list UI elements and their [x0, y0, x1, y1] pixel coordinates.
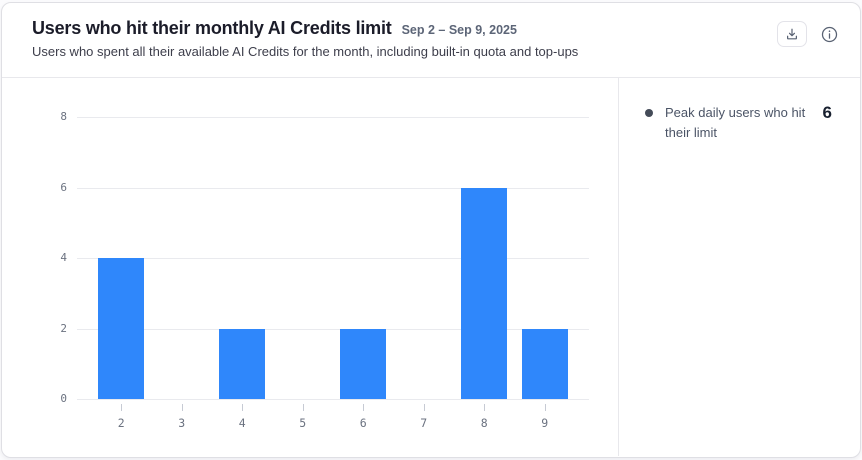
side-panel: Peak daily users who hit their limit 6 [619, 78, 860, 456]
bar-chart: 0 2 4 6 8 2 3 4 5 6 7 8 9 [2, 78, 619, 456]
x-axis-tick [423, 404, 425, 411]
plot-region: 0 2 4 6 8 2 3 4 5 6 7 8 9 [60, 110, 589, 430]
download-button[interactable] [777, 21, 807, 47]
gridline-6 [77, 187, 589, 189]
page-title: Users who hit their monthly AI Credits l… [32, 18, 392, 38]
x-axis-tick [544, 404, 546, 411]
y-axis-tick-label: 8 [60, 110, 67, 123]
gridline-2 [77, 328, 589, 330]
x-axis-tick-label: 5 [299, 416, 307, 430]
date-range: Sep 2 – Sep 9, 2025 [401, 23, 517, 37]
x-axis-tick-label: 2 [117, 416, 125, 430]
y-axis-tick-label: 0 [60, 392, 67, 405]
header-text: Users who hit their monthly AI Credits l… [32, 18, 578, 60]
legend-dot-icon [645, 109, 653, 117]
x-axis-tick-label: 9 [541, 416, 549, 430]
legend-value: 6 [822, 103, 832, 122]
download-icon [785, 27, 799, 41]
x-axis-tick-label: 4 [238, 416, 246, 430]
x-axis-tick-label: 7 [420, 416, 428, 430]
card-header: Users who hit their monthly AI Credits l… [2, 3, 860, 78]
header-actions [777, 21, 838, 47]
gridline-0 [77, 399, 589, 400]
bar-day-8[interactable] [461, 187, 508, 399]
card-body: 0 2 4 6 8 2 3 4 5 6 7 8 9 Peak daily users who hit t… [2, 78, 860, 456]
subtitle: Users who spent all their available AI C… [32, 44, 579, 59]
x-axis-tick [242, 404, 244, 411]
bar-day-2[interactable] [98, 258, 145, 399]
bar-day-4[interactable] [219, 328, 266, 399]
x-axis-tick [302, 404, 304, 411]
x-axis-tick [181, 404, 183, 411]
bar-day-9[interactable] [521, 328, 568, 399]
gridline-8 [77, 117, 589, 118]
x-axis-tick-label: 3 [178, 416, 186, 430]
x-axis-tick [484, 404, 486, 411]
x-axis-tick [121, 404, 123, 411]
x-axis-tick-label: 8 [480, 416, 488, 430]
title-row: Users who hit their monthly AI Credits l… [32, 18, 578, 39]
y-axis-tick-label: 4 [60, 251, 67, 264]
bar-day-6[interactable] [340, 328, 387, 399]
y-axis-tick-label: 6 [60, 180, 67, 194]
x-axis-tick-label: 6 [359, 416, 367, 430]
x-axis-tick [363, 404, 365, 411]
legend-label: Peak daily users who hit their limit [665, 105, 806, 140]
info-button[interactable] [820, 25, 838, 43]
y-axis-tick-label: 2 [60, 321, 67, 335]
legend-item-peak: Peak daily users who hit their limit 6 [645, 103, 832, 143]
info-icon [821, 26, 838, 43]
gridline-4 [77, 258, 589, 259]
